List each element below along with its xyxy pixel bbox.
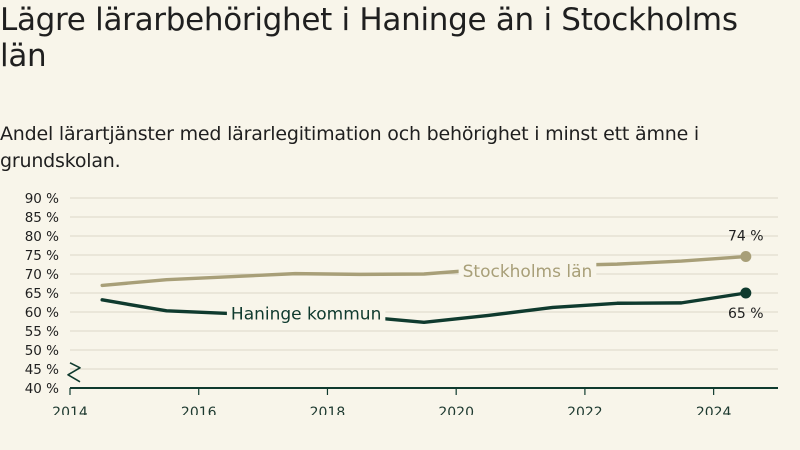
y-tick-label: 75 % xyxy=(25,248,59,264)
y-tick-label: 50 % xyxy=(25,343,59,359)
x-tick-label: 2016 xyxy=(181,405,217,415)
y-tick-label: 60 % xyxy=(25,305,59,321)
end-value-label: 65 % xyxy=(728,306,764,322)
end-point-stockholms-l-n xyxy=(740,251,752,263)
x-axis-tick-labels: 2014 2016 2018 2020 2022 2024 xyxy=(52,388,732,415)
x-tick-label: 2024 xyxy=(696,405,732,415)
chart-subtitle: Andel lärartjänster med lärarlegitimatio… xyxy=(0,123,700,172)
y-tick-label: 80 % xyxy=(25,229,59,245)
y-tick-label: 65 % xyxy=(25,286,59,302)
series-label-background xyxy=(226,303,386,326)
x-tick-label: 2022 xyxy=(567,405,603,415)
x-tick-label: 2020 xyxy=(438,405,474,415)
series-line-haninge-kommun xyxy=(100,291,748,324)
y-tick-label: 90 % xyxy=(25,191,59,207)
chart-title: Lägre lärarbehörighet i Haninge än i Sto… xyxy=(0,2,738,74)
y-axis-tick-labels: 40 % 45 % 50 % 55 % 60 % 65 % 70 % 75 % 80 % 85 %… xyxy=(25,191,59,397)
series-lines xyxy=(100,251,752,324)
series-label-background xyxy=(458,261,597,284)
series-labels: 74 % Stockholms län 65 % Haninge kommun xyxy=(226,229,764,326)
y-tick-label: 55 % xyxy=(25,324,59,340)
grid-lines xyxy=(70,197,778,370)
series-line-stockholms-l-n xyxy=(100,254,748,288)
line-chart: 40 % 45 % 50 % 55 % 60 % 65 % 70 % 75 % 80 % 85 %… xyxy=(25,191,778,415)
end-value-label: 74 % xyxy=(728,229,764,245)
y-tick-label: 40 % xyxy=(25,381,59,397)
axis-break-icon xyxy=(67,362,81,383)
x-tick-label: 2014 xyxy=(52,405,88,415)
x-tick-label: 2018 xyxy=(310,405,346,415)
x-axis xyxy=(67,362,778,389)
y-tick-label: 45 % xyxy=(25,362,59,378)
end-point-haninge-kommun xyxy=(740,287,752,299)
series-name-label: Haninge kommun xyxy=(231,305,381,325)
y-tick-label: 85 % xyxy=(25,210,59,226)
series-name-label: Stockholms län xyxy=(463,262,593,282)
y-tick-label: 70 % xyxy=(25,267,59,283)
